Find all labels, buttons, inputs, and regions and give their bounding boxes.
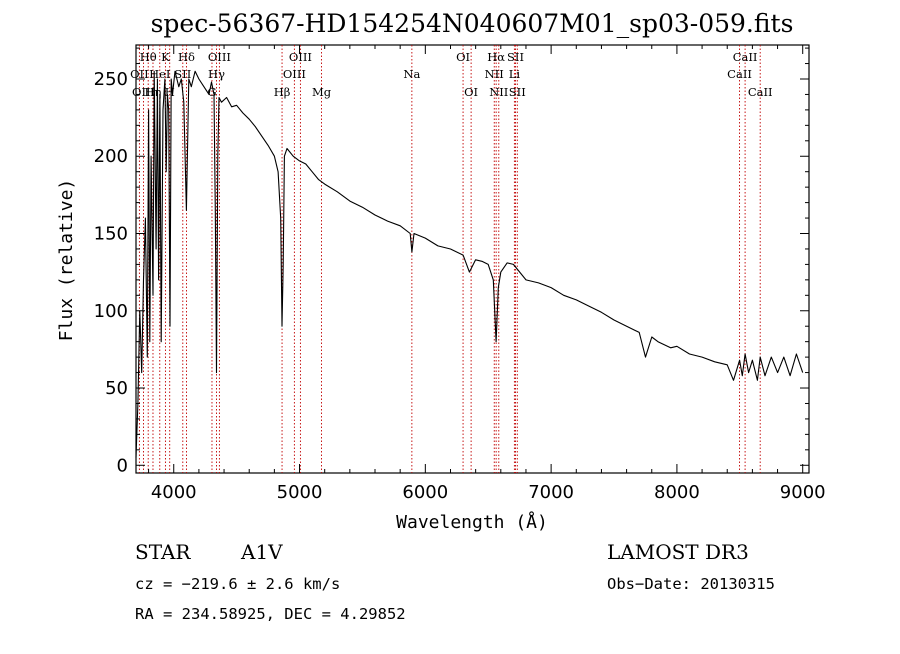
y-axis-label: Flux (relative) — [56, 179, 77, 342]
line-label: SII — [507, 50, 524, 64]
y-tick-label: 0 — [117, 455, 128, 476]
x-tick-label: 8000 — [654, 482, 700, 503]
line-label: K — [161, 50, 170, 64]
y-tick-label: 100 — [94, 301, 128, 322]
line-label: Hη — [145, 85, 162, 99]
line-label: Na — [403, 67, 420, 81]
survey-name: LAMOST DR3 — [607, 540, 749, 564]
line-label: H — [165, 85, 175, 99]
chart-title: spec-56367-HD154254N040607M01_sp03-059.f… — [151, 9, 794, 38]
line-label: OII — [130, 67, 149, 81]
line-label: SII — [509, 85, 526, 99]
object-class: STAR — [135, 540, 191, 564]
y-tick-label: 200 — [94, 146, 128, 167]
spectrum-line — [135, 70, 804, 458]
spectral-subclass: A1V — [240, 540, 283, 564]
x-tick-label: 7000 — [528, 482, 574, 503]
y-tick-label: 250 — [94, 69, 128, 90]
line-label: G — [207, 85, 216, 99]
line-label: Hα — [487, 50, 505, 64]
line-label: CaII — [748, 85, 773, 99]
plot-frame — [135, 44, 810, 474]
coordinates: RA = 234.58925, DEC = 4.29852 — [135, 605, 406, 623]
redshift-readout: cz = −219.6 ± 2.6 km/s — [135, 575, 340, 593]
line-label: Hβ — [274, 85, 291, 99]
obs-date: Obs−Date: 20130315 — [607, 575, 775, 593]
line-label: OIII — [289, 50, 312, 64]
line-label: OIII — [208, 50, 231, 64]
emission-line-markers — [138, 45, 761, 473]
x-tick-label: 4000 — [151, 482, 197, 503]
x-axis-label: Wavelength (Å) — [396, 511, 548, 533]
line-label: OIII — [132, 85, 155, 99]
y-tick-label: 150 — [94, 224, 128, 245]
y-tick-label: 50 — [105, 378, 128, 399]
x-axis-ticks: 4000 5000 6000 7000 8000 9000 — [148, 45, 826, 503]
x-tick-label: 5000 — [277, 482, 323, 503]
line-label: Li — [509, 67, 521, 81]
line-label: HeI — [149, 67, 170, 81]
line-label: OIII — [283, 67, 306, 81]
line-label: SII — [174, 67, 191, 81]
line-label: NII — [485, 67, 504, 81]
line-label: Hθ — [140, 50, 157, 64]
y-axis-ticks: 0 50 100 150 200 250 — [94, 47, 809, 476]
line-label: NII — [489, 85, 508, 99]
line-label: Hγ — [208, 67, 225, 81]
line-label: Hδ — [178, 50, 195, 64]
line-label: Mg — [312, 85, 332, 99]
line-label: OI — [464, 85, 478, 99]
x-tick-label: 6000 — [402, 482, 448, 503]
line-label: OI — [456, 50, 470, 64]
line-label: CaII — [727, 67, 752, 81]
spectrum-series — [135, 70, 804, 458]
x-tick-label: 9000 — [780, 482, 826, 503]
line-label: CaII — [733, 50, 758, 64]
